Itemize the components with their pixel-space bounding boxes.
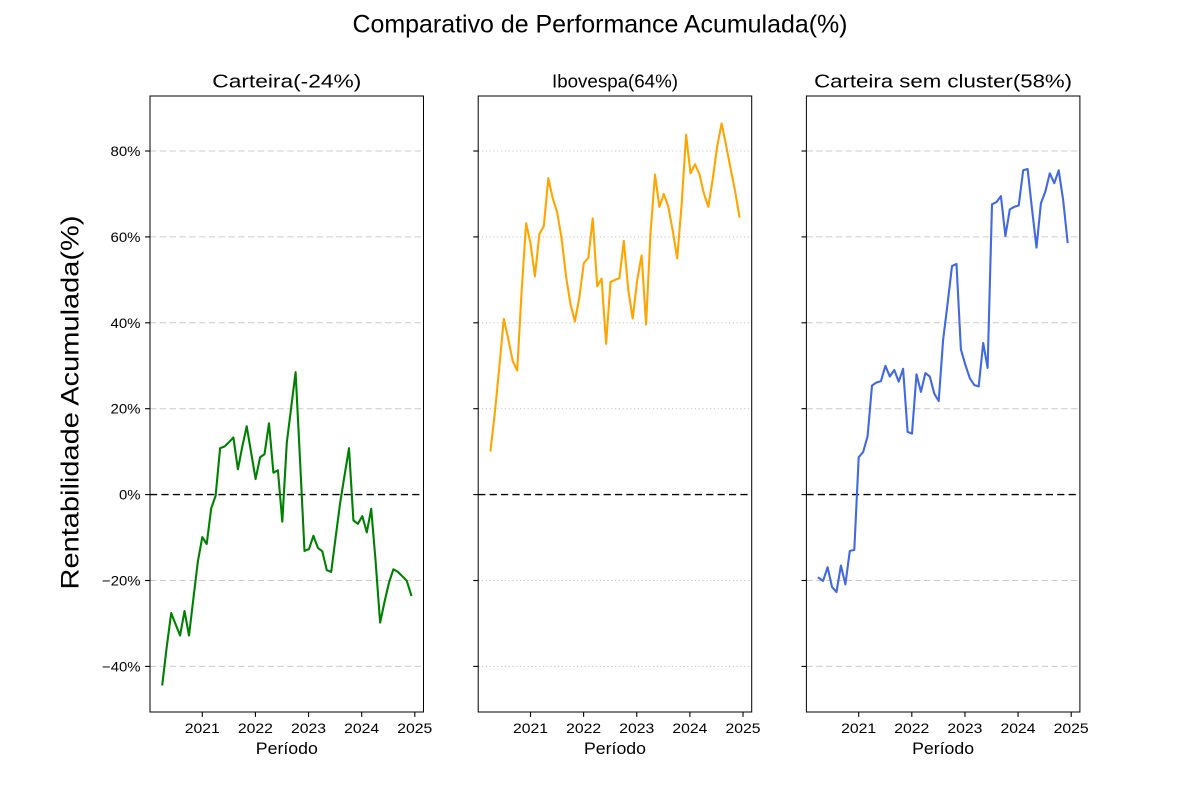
svg-text:Comparativo de Performance Acu: Comparativo de Performance Acumulada(%) — [353, 11, 848, 39]
svg-text:−40%: −40% — [102, 659, 141, 674]
svg-text:2025: 2025 — [1054, 721, 1089, 736]
svg-text:2025: 2025 — [726, 721, 761, 736]
svg-text:Ibovespa(64%): Ibovespa(64%) — [552, 70, 678, 91]
svg-text:2022: 2022 — [894, 721, 929, 736]
svg-text:2023: 2023 — [291, 721, 326, 736]
svg-text:2023: 2023 — [947, 721, 982, 736]
svg-text:Rentabilidade Acumulada(%): Rentabilidade Acumulada(%) — [57, 216, 85, 590]
svg-text:20%: 20% — [111, 402, 141, 417]
svg-text:2022: 2022 — [566, 721, 601, 736]
svg-text:2024: 2024 — [1001, 721, 1036, 736]
svg-text:Período: Período — [256, 740, 318, 758]
svg-text:2021: 2021 — [185, 721, 220, 736]
svg-text:0%: 0% — [119, 488, 141, 503]
svg-text:2023: 2023 — [619, 721, 654, 736]
svg-text:2021: 2021 — [513, 721, 548, 736]
svg-text:2024: 2024 — [344, 721, 379, 736]
svg-text:Carteira(-24%): Carteira(-24%) — [212, 70, 361, 91]
svg-text:Período: Período — [912, 740, 974, 758]
svg-text:Período: Período — [584, 740, 646, 758]
svg-text:−20%: −20% — [102, 574, 141, 589]
svg-text:40%: 40% — [111, 316, 141, 331]
svg-text:2025: 2025 — [397, 721, 432, 736]
svg-text:2021: 2021 — [841, 721, 876, 736]
svg-text:80%: 80% — [111, 144, 141, 159]
svg-text:Carteira sem cluster(58%): Carteira sem cluster(58%) — [814, 70, 1072, 91]
svg-text:2022: 2022 — [238, 721, 273, 736]
svg-text:60%: 60% — [111, 230, 141, 245]
svg-text:2024: 2024 — [672, 721, 707, 736]
